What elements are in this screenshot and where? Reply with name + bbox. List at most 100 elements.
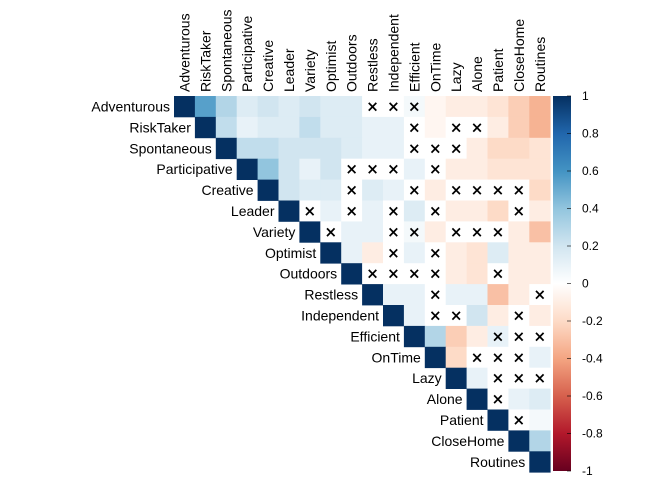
heatmap-cell <box>529 96 551 118</box>
heatmap-cell <box>466 388 488 410</box>
heatmap-cell <box>445 367 467 389</box>
heatmap-cell <box>320 158 342 180</box>
row-label: Leader <box>231 203 275 219</box>
insignificant-mark: × <box>513 181 526 199</box>
heatmap-cell <box>466 346 488 369</box>
insignificant-mark: × <box>408 118 421 136</box>
heatmap-cell <box>215 137 238 160</box>
heatmap-cell <box>383 179 405 201</box>
heatmap-cell <box>487 200 509 222</box>
colorbar: 1 0.8 0.6 0.4 0.2 0 -0.2 -0.4 -0.6 -0.8 -1 <box>553 89 603 478</box>
insignificant-mark: × <box>533 369 546 387</box>
column-label: OnTime <box>427 43 443 92</box>
heatmap-cell <box>529 430 551 452</box>
heatmap-cell <box>445 305 467 327</box>
insignificant-mark: × <box>513 369 526 387</box>
heatmap-cell <box>466 242 488 264</box>
heatmap-cell <box>424 96 447 118</box>
heatmap-cell <box>174 96 196 118</box>
heatmap-cell <box>466 263 488 285</box>
heatmap-cell <box>194 96 217 118</box>
insignificant-mark: × <box>492 223 505 241</box>
heatmap-cell <box>424 263 447 285</box>
insignificant-mark: × <box>513 306 526 324</box>
heatmap-cell <box>529 325 551 348</box>
insignificant-mark: × <box>387 265 400 283</box>
heatmap-cell <box>424 305 447 327</box>
heatmap-cell <box>403 263 426 285</box>
heatmap-cell <box>529 367 551 389</box>
insignificant-mark: × <box>513 348 526 366</box>
heatmap-cell <box>508 116 530 139</box>
heatmap-cell <box>403 325 426 348</box>
heatmap-cell <box>383 284 405 306</box>
insignificant-mark: × <box>345 202 358 220</box>
heatmap-cell <box>320 137 342 160</box>
heatmap-cell <box>508 221 530 243</box>
insignificant-mark: × <box>450 139 463 157</box>
heatmap-cell <box>508 346 530 369</box>
heatmap-cell <box>424 137 447 160</box>
heatmap-cell <box>362 284 384 306</box>
heatmap-cell <box>487 367 509 389</box>
heatmap-cell <box>508 200 530 222</box>
heatmap-cell <box>278 96 300 118</box>
heatmap-cell <box>403 221 426 243</box>
heatmap-cell <box>299 179 321 201</box>
heatmap-cell <box>257 137 279 160</box>
insignificant-mark: × <box>471 223 484 241</box>
column-label: Restless <box>365 38 381 92</box>
heatmap-cell <box>529 179 551 201</box>
heatmap-cell <box>445 284 467 306</box>
row-label: CloseHome <box>431 433 504 449</box>
column-label: RiskTaker <box>197 30 213 92</box>
column-label: Patient <box>490 48 506 92</box>
heatmap-cell <box>466 96 488 118</box>
colorbar-tick-label: 1 <box>582 89 589 103</box>
heatmap-cell <box>445 158 467 180</box>
column-label: Participative <box>239 16 255 92</box>
heatmap-cell <box>424 200 447 222</box>
heatmap-cell <box>383 242 405 264</box>
insignificant-mark: × <box>513 327 526 345</box>
heatmap-cell <box>236 158 258 180</box>
heatmap-cell <box>362 116 384 139</box>
column-label: Alone <box>469 56 485 92</box>
heatmap-cell <box>529 346 551 369</box>
heatmap-cell <box>487 158 509 180</box>
insignificant-mark: × <box>533 286 546 304</box>
heatmap-cell <box>320 96 342 118</box>
column-label: Routines <box>532 37 548 92</box>
heatmap-cell <box>257 96 279 118</box>
heatmap-cell <box>487 221 509 243</box>
heatmap-cell <box>278 200 300 222</box>
insignificant-mark: × <box>387 202 400 220</box>
heatmap-cell <box>508 242 530 264</box>
insignificant-mark: × <box>533 327 546 345</box>
column-label: Spontaneous <box>218 9 234 92</box>
row-label: Patient <box>440 412 484 428</box>
heatmap-cell <box>383 305 405 327</box>
heatmap-cell <box>299 158 321 180</box>
heatmap-cell <box>403 242 426 264</box>
heatmap-cell <box>487 284 509 306</box>
heatmap-cell <box>383 263 405 285</box>
colorbar-tick-label: 0.2 <box>582 239 599 253</box>
heatmap-cell <box>487 325 509 348</box>
insignificant-mark: × <box>408 181 421 199</box>
heatmap-cell <box>508 388 530 410</box>
heatmap-cell <box>403 200 426 222</box>
heatmap-cell <box>299 116 321 139</box>
heatmap-cell <box>383 116 405 139</box>
heatmap-cell <box>424 221 447 243</box>
heatmap-cell <box>487 346 509 369</box>
heatmap-cell <box>403 116 426 139</box>
heatmap-cell <box>466 325 488 348</box>
insignificant-mark: × <box>513 411 526 429</box>
heatmap-cell <box>299 221 321 243</box>
insignificant-mark: × <box>429 139 442 157</box>
heatmap-cell <box>424 242 447 264</box>
insignificant-mark: × <box>304 202 317 220</box>
heatmap-cell <box>508 430 530 452</box>
